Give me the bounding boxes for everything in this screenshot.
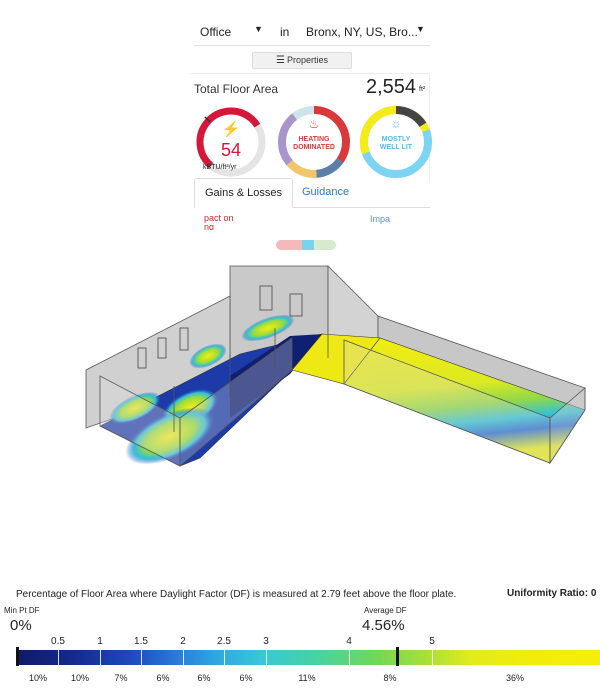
tab-guidance[interactable]: Guidance xyxy=(302,186,350,198)
properties-button[interactable]: ☰ Properties xyxy=(252,52,352,69)
bin-percentage: 6% xyxy=(239,673,253,683)
daylight-line1: MOSTLY xyxy=(381,136,411,143)
window xyxy=(179,327,189,351)
average-df-value: 4.56% xyxy=(362,617,405,634)
tab-bar: Gains & Losses Guidance xyxy=(194,178,430,208)
heating-gauge[interactable]: ♨ HEATING DOMINATED xyxy=(274,102,354,182)
bar-segment xyxy=(314,240,336,250)
min-pt-marker xyxy=(16,647,19,666)
average-df-label: Average DF xyxy=(364,606,407,615)
scale-separator xyxy=(432,650,433,665)
caret-down-icon[interactable]: ▼ xyxy=(416,24,425,34)
impact-line2: ng xyxy=(204,222,215,231)
legend-caption: Percentage of Floor Area where Daylight … xyxy=(16,589,457,600)
scale-tick-label: 0.5 xyxy=(51,636,65,647)
building-type-select[interactable]: Office xyxy=(200,25,232,39)
gains-losses-bar xyxy=(276,240,336,250)
energy-unit: kBTU/ft²/yr xyxy=(203,164,237,171)
bin-percentage: 7% xyxy=(114,673,128,683)
lit-zone xyxy=(109,391,161,425)
average-df-marker xyxy=(396,647,399,666)
flame-icon: ♨ xyxy=(308,117,320,131)
window xyxy=(137,347,147,369)
menu-icon: ☰ xyxy=(276,55,285,66)
bar-segment xyxy=(276,240,303,250)
lit-zone xyxy=(241,314,295,342)
scale-tick-label: 3 xyxy=(263,636,269,647)
location-select[interactable]: Bronx, NY, US, Bro... xyxy=(306,25,418,39)
scale-tick-label: 1 xyxy=(97,636,103,647)
bin-percentage: 11% xyxy=(298,673,316,683)
floor-area-label: Total Floor Area xyxy=(194,82,279,96)
scale-separator xyxy=(349,650,350,665)
window xyxy=(289,293,303,317)
min-pt-label: Min Pt DF xyxy=(4,606,40,615)
floor-area-value: 2,554 xyxy=(366,76,417,98)
wall xyxy=(179,337,293,467)
bin-percentage: 10% xyxy=(70,673,90,683)
window xyxy=(259,285,273,311)
bin-percentage: 6% xyxy=(197,673,211,683)
heating-line2: DOMINATED xyxy=(293,144,335,151)
wall xyxy=(549,387,586,465)
scale-tick-label: 2.5 xyxy=(217,636,231,647)
bin-percentage: 36% xyxy=(505,673,525,683)
min-pt-value: 0% xyxy=(10,617,32,634)
floor-area-unit: ft² xyxy=(419,86,426,93)
context-selector: Office ▼ in Bronx, NY, US, Bro... ▼ xyxy=(194,18,430,46)
bin-percentage: 8% xyxy=(383,673,397,683)
daylight-3d-model[interactable] xyxy=(80,258,590,478)
impact-line1: pact on xyxy=(204,214,234,223)
window xyxy=(157,337,167,359)
daylight-factor-color-scale xyxy=(16,650,600,665)
caret-down-icon[interactable]: ▼ xyxy=(254,24,263,34)
summary-panel: Office ▼ in Bronx, NY, US, Bro... ▼ ☰ Pro… xyxy=(190,0,432,250)
daylight-gauge[interactable]: ☼ MOSTLY WELL LIT xyxy=(356,102,436,182)
scale-separator xyxy=(224,650,225,665)
dark-zone xyxy=(230,334,324,418)
impact-on-heading-text: pact on ng xyxy=(204,214,234,230)
tab-gains-losses[interactable]: Gains & Losses xyxy=(194,178,294,208)
properties-label: Properties xyxy=(286,55,328,65)
scale-separator xyxy=(183,650,184,665)
heating-line1: HEATING xyxy=(298,136,330,143)
scale-tick-label: 2 xyxy=(180,636,186,647)
uniformity-ratio: Uniformity Ratio: 0 xyxy=(507,588,597,599)
bin-percentage: 10% xyxy=(28,673,48,683)
impact-right-text: Impa xyxy=(370,214,391,224)
scale-separator xyxy=(266,650,267,665)
scale-tick-label: 1.5 xyxy=(134,636,148,647)
metrics-card: Total Floor Area 2,554 ft² ⚡ 54 kBTU/ft²… xyxy=(190,73,432,183)
bar-segment xyxy=(302,240,315,250)
bin-percentage: 6% xyxy=(156,673,170,683)
connector-label: in xyxy=(280,25,290,39)
scale-tick-label: 5 xyxy=(429,636,435,647)
scale-separator xyxy=(58,650,59,665)
lightning-icon: ⚡ xyxy=(221,121,241,138)
energy-use-gauge[interactable]: ⚡ 54 xyxy=(193,104,269,180)
daylight-line2: WELL LIT xyxy=(379,144,413,151)
scale-tick-label: 4 xyxy=(346,636,352,647)
scale-separator xyxy=(141,650,142,665)
energy-value: 54 xyxy=(220,140,242,160)
sun-icon: ☼ xyxy=(390,116,402,130)
scale-separator xyxy=(100,650,101,665)
lit-zone xyxy=(189,343,227,369)
